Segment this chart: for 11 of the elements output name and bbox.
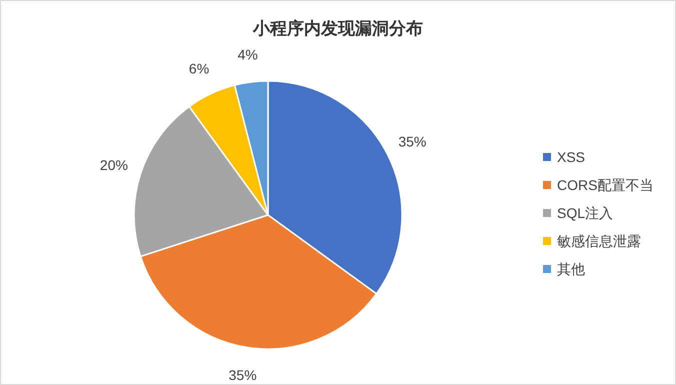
data-label: 20% — [100, 156, 128, 173]
data-label: 35% — [398, 133, 426, 150]
data-label: 6% — [188, 60, 210, 76]
legend-label: 其他 — [557, 261, 585, 277]
data-label: 35% — [228, 367, 257, 384]
legend-label: 敏感信息泄露 — [557, 233, 641, 249]
legend-label: SQL注入 — [557, 205, 614, 221]
chart-title: 小程序内发现漏洞分布 — [252, 19, 423, 38]
legend-label: CORS配置不当 — [557, 177, 654, 193]
data-label: 4% — [238, 46, 258, 62]
legend-label: XSS — [557, 149, 586, 165]
